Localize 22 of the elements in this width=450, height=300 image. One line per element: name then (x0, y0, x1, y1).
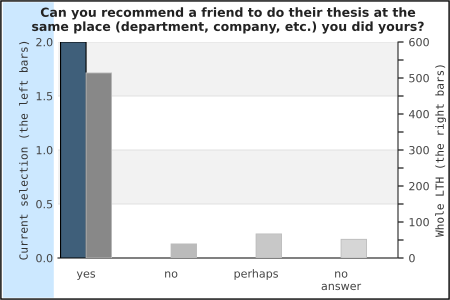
x-tick-label: yes (76, 271, 96, 280)
y-tick-label: 0.5 (36, 200, 52, 208)
y2-axis-title: Whole LTH (the right bars) (435, 65, 446, 237)
bar (340, 238, 367, 258)
y-axis-title: Current selection (the left bars) (19, 42, 30, 260)
y2-tick-label: 600 (409, 38, 429, 46)
y-tick-label: 1.0 (36, 146, 52, 154)
bar (256, 233, 282, 258)
y-tick-label: 0.0 (36, 254, 52, 262)
y2-tick-label: 0 (409, 254, 415, 262)
x-tick-label: no (165, 271, 178, 278)
y-tick-label: 1.5 (36, 92, 52, 100)
chart-title: Can you recommend a friend to do their thesis at the same place (department, company, etc.) you did yours? (32, 7, 424, 34)
y2-tick-label: 400 (408, 110, 429, 118)
x-tick-label: no answer (322, 271, 362, 290)
y2-tick-label: 200 (409, 182, 429, 190)
y-tick-label: 2.0 (36, 38, 52, 46)
x-tick-label: perhaps (234, 269, 278, 280)
bar (170, 244, 197, 258)
y2-tick-label: 300 (409, 146, 429, 154)
y2-tick-label: 500 (409, 74, 429, 82)
y2-tick-label: 100 (410, 218, 429, 226)
